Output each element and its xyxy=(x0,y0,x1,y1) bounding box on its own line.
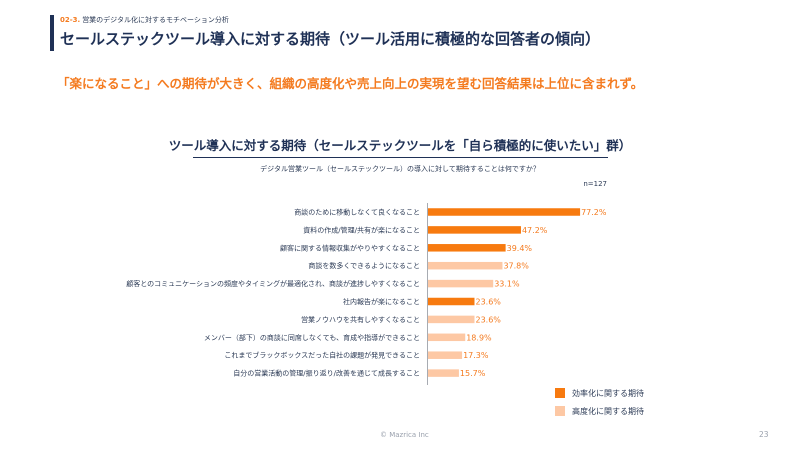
legend-label-sophistication: 高度化に関する期待 xyxy=(572,406,644,416)
footer-copyright: © Mazrica Inc xyxy=(380,431,429,439)
chart-title-divider xyxy=(193,157,608,158)
value-label: 18.9% xyxy=(466,333,492,342)
section-name: 営業のデジタル化に対するモチベーション分析 xyxy=(82,16,229,24)
sample-size: n=127 xyxy=(583,180,607,188)
category-label: 資料の作成/管理/共有が楽になること xyxy=(303,225,420,234)
category-label: 顧客に関する情報収集がやりやすくなること xyxy=(280,243,420,252)
category-label: 商談を数多くできるようになること xyxy=(308,261,420,270)
legend-swatch-efficiency xyxy=(555,388,565,398)
bar-sophistication xyxy=(428,351,463,359)
value-label: 17.3% xyxy=(463,351,489,360)
category-label: 顧客とのコミュニケーションの頻度やタイミングが最適化され、商談が進捗しやすくなる… xyxy=(126,279,420,288)
page-number: 23 xyxy=(759,430,769,439)
value-label: 33.1% xyxy=(494,280,520,289)
bar-sophistication xyxy=(428,333,466,342)
legend-item-efficiency: 効率化に関する期待 xyxy=(555,384,644,402)
value-label: 15.7% xyxy=(460,369,486,378)
legend-swatch-sophistication xyxy=(555,406,565,416)
chart-title: ツール導入に対する期待（セールステックツールを「自ら積極的に使いたい」群） xyxy=(168,138,632,153)
bar-sophistication xyxy=(428,279,494,288)
chart-legend: 効率化に関する期待 高度化に関する期待 xyxy=(555,384,644,420)
category-label: これまでブラックボックスだった自社の課題が発見できること xyxy=(224,351,420,360)
bar-efficiency xyxy=(428,208,581,216)
bar-efficiency xyxy=(428,226,521,234)
value-label: 47.2% xyxy=(522,226,548,235)
value-label: 77.2% xyxy=(581,208,607,217)
value-label: 37.8% xyxy=(503,262,529,271)
value-label: 23.6% xyxy=(475,298,501,307)
value-label: 39.4% xyxy=(507,244,533,253)
page-title: セールステックツール導入に対する期待（ツール活用に積極的な回答者の傾向） xyxy=(60,30,601,48)
category-label: 自分の営業活動の管理/振り返り/改善を通じて成長すること xyxy=(233,369,420,378)
header-accent-bar xyxy=(50,15,54,51)
category-label: 社内報告が楽になること xyxy=(343,297,420,306)
bar-efficiency xyxy=(428,297,475,306)
value-label: 23.6% xyxy=(475,315,501,324)
survey-question: デジタル営業ツール（セールステックツール）の導入に対して期待することは何ですか？ xyxy=(260,165,540,173)
category-label: 営業ノウハウを共有しやすくなること xyxy=(301,315,420,324)
bar-efficiency xyxy=(428,244,506,252)
legend-item-sophistication: 高度化に関する期待 xyxy=(555,402,644,420)
bar-sophistication xyxy=(428,369,459,377)
section-label: 02-3. 営業のデジタル化に対するモチベーション分析 xyxy=(60,15,229,25)
bar-sophistication xyxy=(428,261,503,270)
section-number: 02-3. xyxy=(60,16,81,24)
category-label: メンバー（部下）の商談に同席しなくても、育成や指導ができること xyxy=(204,333,420,342)
lead-text: 「楽になること」への期待が大きく、組織の高度化や売上向上の実現を望む回答結果は上… xyxy=(57,76,644,91)
category-label: 商談のために移動しなくて良くなること xyxy=(294,208,420,217)
legend-label-efficiency: 効率化に関する期待 xyxy=(572,388,644,398)
bar-sophistication xyxy=(428,315,475,324)
